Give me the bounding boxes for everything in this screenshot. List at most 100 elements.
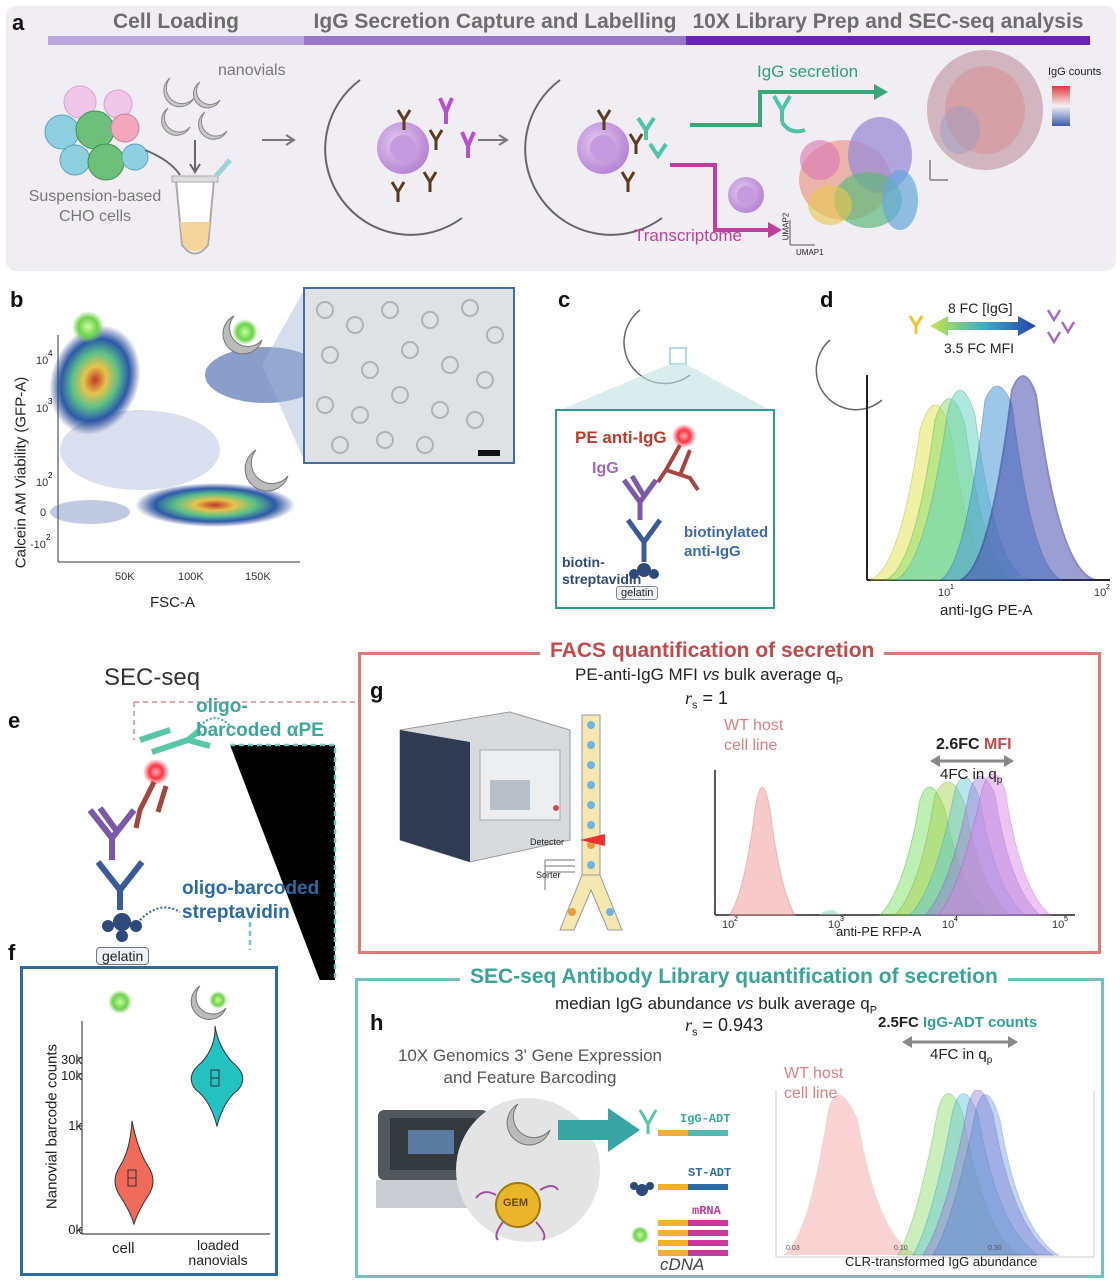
g-xexp-1: 2 (734, 916, 738, 923)
e-oligo-ape-2: barcoded αPE (196, 720, 324, 741)
stage-bar-3 (686, 36, 1090, 45)
b-ytick-2: 10 (36, 403, 48, 415)
b-yexp-2: 3 (48, 397, 53, 406)
f-ytick-4: 0k (68, 1222, 82, 1237)
nanovials-label: nanovials (218, 62, 286, 79)
h-xtick-2: 0.10 (894, 1245, 908, 1252)
panel-d-histogram: 10 1 10 2 (815, 309, 1110, 599)
panel-letter-b: b (10, 287, 24, 312)
g-xtick-4: 10 (1052, 919, 1064, 931)
panel-letter-d: d (820, 287, 834, 312)
h-fc-counts: 2.5FC IgG-ADT counts (878, 1014, 1038, 1031)
f-cat-cell: cell (112, 1240, 135, 1257)
d-fc-mfi: 3.5 FC MFI (944, 340, 1015, 356)
h-genomics-2: and Feature Barcoding (443, 1068, 617, 1087)
f-ytick-1: 30k (61, 1052, 82, 1067)
g-xtick-2: 10 (828, 919, 840, 931)
panel-a-illustration (44, 50, 1070, 255)
e-oligo-strep-1: oligo-barcoded (182, 878, 320, 899)
umap-igg-counts-plot (927, 50, 1043, 170)
f-ytick-2: 10k (61, 1068, 82, 1083)
panel-e-diagram (87, 701, 355, 980)
cells-label-1: Suspension-based (28, 188, 162, 205)
h-subtitle: median IgG abundance vs bulk average qP (555, 994, 878, 1017)
d-xlabel: anti-IgG PE-A (940, 602, 1033, 619)
g-detector: Detector (530, 837, 565, 847)
h-wt-label: WT host cell line (784, 1065, 844, 1102)
g-sorter: Sorter (536, 870, 561, 880)
stage-bar-2 (304, 36, 686, 45)
panel-b-scatter: 50K 100K 150K 10 10 10 0 -10 4 3 2 2 FSC… (30, 287, 515, 610)
f-ytick-3: 1k (68, 1118, 82, 1133)
panel-h-graphics: 0.03 0.10 0.30 (376, 1090, 1095, 1258)
f-ylabel: Nanovial barcode counts (43, 1043, 61, 1210)
panel-letter-a: a (12, 10, 25, 35)
b-xtick-2: 100K (178, 571, 204, 583)
h-title: SEC-seq Antibody Library quantification … (460, 965, 1008, 989)
c-biotin-2: streptavidin (562, 571, 642, 587)
panel-f-frame (20, 966, 278, 1276)
b-ylabel: Calcein AM Viability (GFP-A) (12, 376, 30, 569)
h-mrna: mRNA (692, 1204, 721, 1218)
h-st-adt: ST-ADT (688, 1166, 732, 1180)
b-yexp-3: 2 (48, 471, 53, 480)
igg-counts-label: IgG counts (1048, 66, 1102, 78)
stage-bar-1 (48, 36, 304, 45)
c-biotin-1: biotin- (562, 554, 605, 570)
stage-cell-loading: Cell Loading (113, 10, 239, 33)
h-gem: GEM (503, 1197, 529, 1209)
h-xtick-3: 0.30 (988, 1245, 1002, 1252)
c-pe-anti-igg: PE anti-IgG (575, 428, 667, 447)
e-oligo-strep-2: streptavidin (182, 902, 290, 923)
panel-letter-e: e (8, 708, 21, 733)
nanovial-capture-1 (324, 79, 476, 236)
g-wt-label: WT host cell line (724, 717, 784, 754)
g-rs: rs = 1 (685, 688, 729, 712)
umap2-label: UMAP2 (781, 212, 791, 241)
c-gelatin: gelatin (616, 586, 659, 600)
d-xexp-2: 2 (1106, 584, 1110, 591)
h-xtick-1: 0.03 (786, 1245, 800, 1252)
h-igg-adt: IgG-ADT (680, 1112, 731, 1126)
d-xtick-1: 10 (938, 587, 950, 599)
d-xtick-2: 10 (1094, 587, 1106, 599)
panel-letter-g: g (370, 678, 384, 703)
g-xtick-1: 10 (722, 919, 734, 931)
h-cdna: cDNA (660, 1255, 705, 1274)
c-biotinylated-1: biotinylated (684, 524, 769, 541)
g-xlabel: anti-PE RFP-A (836, 924, 922, 939)
b-yexp-1: 4 (48, 349, 53, 358)
b-yexp-5: 2 (46, 533, 51, 542)
g-xexp-3: 4 (954, 916, 958, 923)
cells-label-2: CHO cells (58, 208, 131, 225)
h-fc-arrow (902, 1036, 1018, 1048)
h-rs: rs = 0.943 (685, 1015, 764, 1039)
e-oligo-ape-1: oligo- (196, 696, 248, 717)
c-igg: IgG (592, 460, 619, 477)
d-fc-igg: 8 FC [IgG] (948, 300, 1013, 316)
g-subtitle: PE-anti-IgG MFI vs bulk average qP (575, 665, 844, 688)
nanovials-icon (161, 77, 228, 140)
h-xlabel: CLR-transformed IgG abundance (845, 1254, 1038, 1269)
panel-f-violin (78, 985, 270, 1235)
b-ytick-5: -10 (30, 539, 46, 551)
h-fc-qp: 4FC in qp (930, 1046, 993, 1066)
tube-icon (171, 158, 232, 255)
g-xexp-2: 3 (840, 916, 844, 923)
d-xexp-1: 1 (950, 584, 954, 591)
umap1-label: UMAP1 (796, 248, 824, 257)
b-ytick-3: 10 (36, 477, 48, 489)
igg-secretion-label: IgG secretion (757, 62, 859, 81)
b-ytick-4: 0 (40, 507, 46, 519)
cho-cells-icon (44, 85, 149, 181)
stage-igg-capture: IgG Secretion Capture and Labelling (313, 10, 677, 33)
nanovial-capture-2 (524, 79, 668, 236)
g-xexp-4: 5 (1064, 916, 1068, 923)
panel-letter-c: c (558, 287, 571, 312)
panel-letter-f: f (8, 940, 16, 965)
umap-clusters-plot (799, 117, 918, 230)
h-genomics-1: 10X Genomics 3' Gene Expression (397, 1046, 663, 1065)
panel-g-graphics: 10 2 10 3 10 4 10 5 (399, 711, 1075, 931)
e-gelatin: gelatin (96, 947, 150, 965)
g-xtick-3: 10 (942, 919, 954, 931)
